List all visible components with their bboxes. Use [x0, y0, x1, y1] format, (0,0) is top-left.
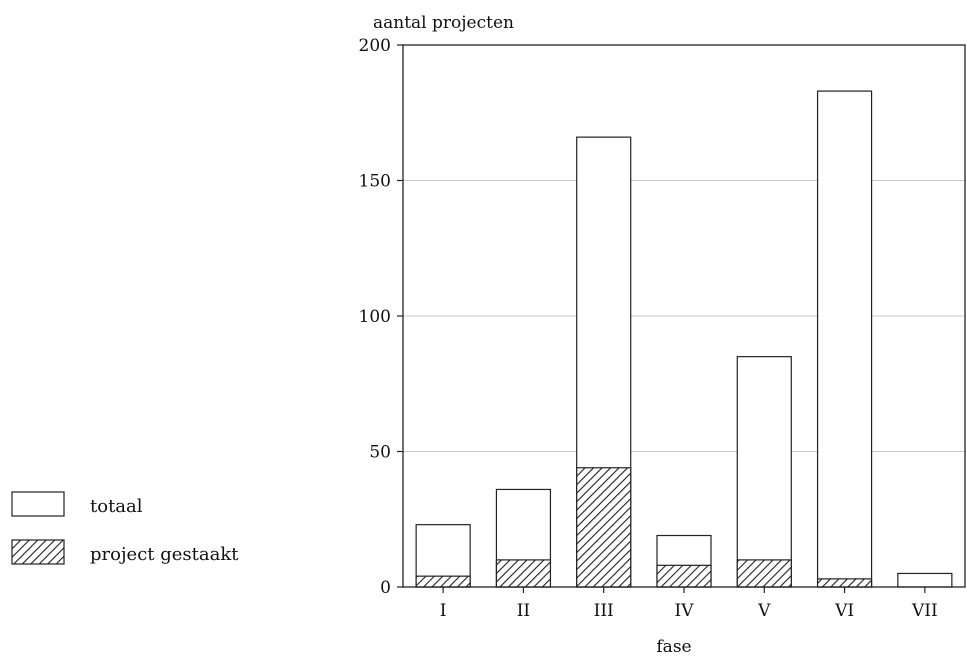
- y-axis-ticks: 0 50 100 150 200: [359, 36, 403, 598]
- x-tick-label: I: [440, 601, 447, 621]
- y-tick-label: 50: [369, 443, 391, 463]
- bar-totaal: [816, 90, 873, 588]
- y-tick-label: 0: [380, 578, 391, 598]
- x-tick-label: VI: [834, 601, 854, 621]
- legend-label-totaal: totaal: [90, 496, 143, 517]
- x-tick-label: III: [594, 601, 614, 621]
- legend-swatch-totaal: [11, 491, 65, 517]
- x-axis-label: fase: [656, 637, 691, 657]
- legend-label-project-gestaakt: project gestaakt: [90, 544, 239, 565]
- bar-project-gestaakt: [576, 467, 632, 588]
- legend-swatch-project-gestaakt: [11, 539, 65, 565]
- x-tick-label: VII: [911, 601, 938, 621]
- x-tick-label: IV: [675, 601, 695, 621]
- y-tick-label: 150: [359, 172, 391, 192]
- bar-project-gestaakt: [816, 578, 873, 588]
- bar-totaal: [736, 356, 792, 588]
- x-tick-label: V: [757, 601, 771, 621]
- y-tick-label: 200: [359, 36, 391, 56]
- x-tick-label: II: [517, 601, 530, 621]
- bar-totaal: [897, 572, 953, 588]
- bar-project-gestaakt: [736, 559, 792, 588]
- x-axis-ticks: I II III IV V VI VII: [440, 587, 938, 621]
- bars: [415, 90, 953, 588]
- plot-frame: [402, 44, 966, 588]
- legend: totaal project gestaakt: [11, 491, 239, 565]
- bar-project-gestaakt: [415, 575, 471, 588]
- bar-project-gestaakt: [656, 564, 712, 588]
- bar-project-gestaakt: [495, 559, 552, 588]
- gridlines: [403, 180, 965, 452]
- y-axis-label: aantal projecten: [373, 13, 514, 33]
- y-tick-label: 100: [359, 307, 391, 327]
